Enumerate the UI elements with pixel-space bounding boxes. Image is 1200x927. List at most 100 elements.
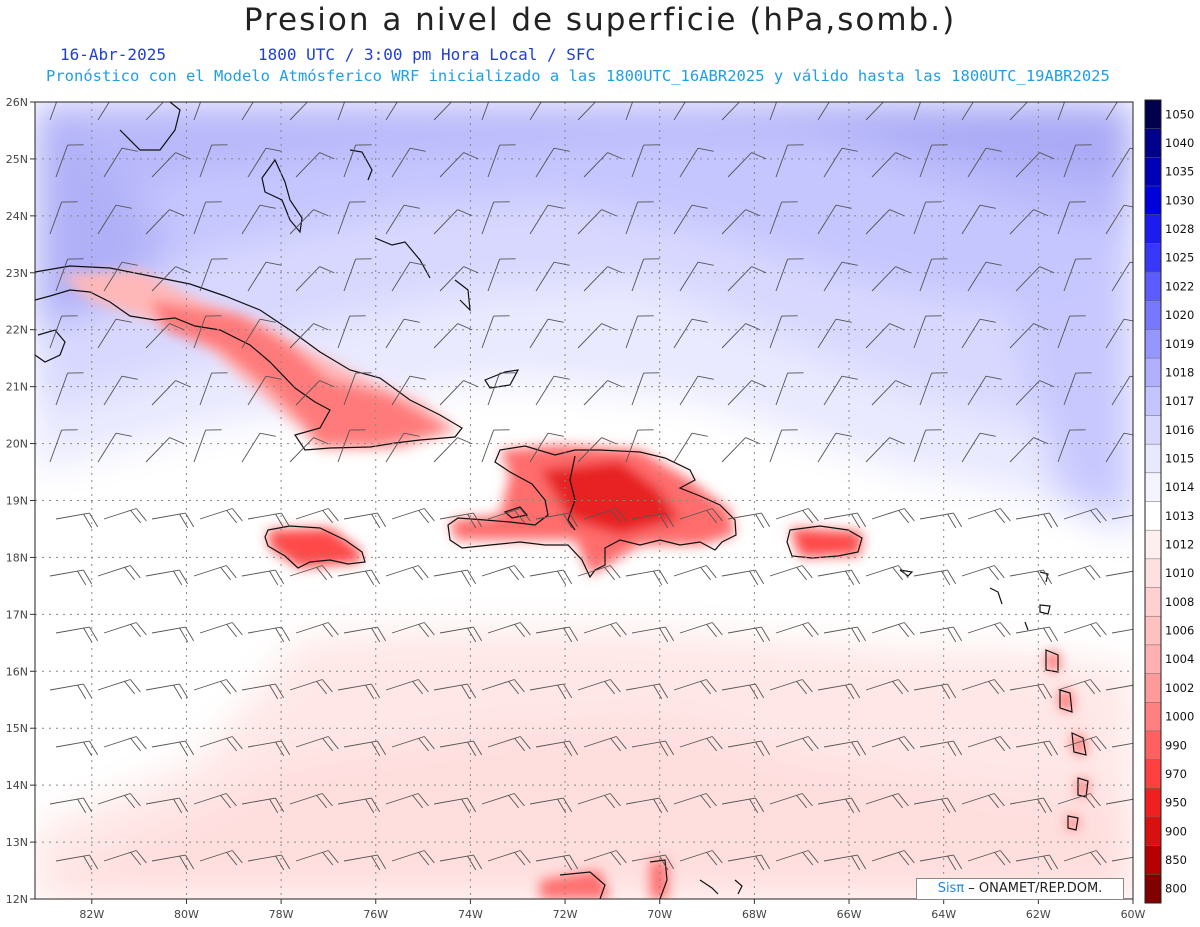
- wind-barb: [439, 740, 483, 757]
- wind-barb: [769, 793, 813, 809]
- colorbar-swatch: [1145, 300, 1161, 330]
- colorbar-swatch: [1145, 186, 1161, 216]
- wind-barb: [583, 850, 627, 866]
- wind-barb: [625, 797, 669, 814]
- lat-tick-label: 16N: [6, 665, 28, 678]
- wind-barb: [481, 565, 525, 581]
- wind-barb: [919, 144, 948, 178]
- wind-barb: [145, 569, 189, 586]
- wind-barb: [1105, 204, 1133, 235]
- colorbar-swatch: [1145, 358, 1161, 388]
- colorbar-swatch: [1145, 558, 1161, 589]
- longitude-axis: 82W 80W 78W 76W 74W 72W 70W 68W 66W 64W 62W 60W: [79, 899, 1146, 921]
- colorbar-swatch: [1145, 759, 1161, 789]
- wind-barb: [823, 261, 858, 292]
- wind-barb: [1009, 569, 1053, 586]
- wind-barb: [145, 683, 189, 700]
- wind-barb: [583, 380, 623, 406]
- colorbar-label: 1025: [1165, 251, 1194, 265]
- wind-barb: [775, 622, 819, 638]
- lat-tick-label: 25N: [6, 153, 28, 166]
- wind-barb: [1009, 323, 1049, 349]
- colorbar-label: 1016: [1165, 423, 1194, 437]
- wind-barb: [1105, 570, 1133, 577]
- wind-barb: [295, 380, 335, 406]
- lat-tick-label: 17N: [6, 608, 28, 621]
- colorbar-label: 1002: [1165, 681, 1194, 695]
- wind-barb: [577, 437, 617, 463]
- lat-tick-label: 19N: [6, 495, 28, 508]
- wind-barb: [727, 152, 767, 178]
- wind-barb: [871, 736, 915, 752]
- wind-barb: [769, 429, 798, 463]
- wind-barb: [865, 437, 905, 463]
- wind-barb: [385, 679, 429, 695]
- wind-barb: [625, 201, 654, 235]
- wind-barb: [343, 626, 387, 643]
- wind-barb: [487, 736, 531, 752]
- wind-barb: [151, 740, 195, 757]
- colorbar-swatch: [1145, 501, 1161, 531]
- wind-barb: [49, 683, 93, 700]
- wind-barb: [967, 375, 1002, 406]
- wind-barb: [775, 372, 804, 406]
- colorbar-swatch: [1145, 616, 1161, 646]
- wind-barb: [1015, 380, 1055, 406]
- wind-barb: [865, 209, 905, 235]
- wind-barb: [865, 102, 905, 121]
- wind-barb: [199, 736, 243, 752]
- wind-barb: [391, 375, 426, 406]
- lon-tick-label: 82W: [79, 908, 104, 921]
- wind-barb: [241, 204, 276, 235]
- wind-barb: [295, 266, 335, 292]
- wind-barb: [199, 508, 243, 524]
- wind-barb: [439, 380, 479, 406]
- wind-barb: [49, 102, 58, 121]
- wind-barb: [439, 266, 479, 292]
- wind-barb: [247, 512, 291, 529]
- colorbar-label: 1020: [1165, 308, 1194, 322]
- wind-barb: [673, 432, 708, 463]
- colorbar-label: 1019: [1165, 337, 1194, 351]
- wind-barb: [769, 679, 813, 695]
- colorbar-swatch: [1145, 272, 1161, 302]
- wind-barb: [247, 261, 282, 292]
- colorbar-swatch: [1145, 845, 1161, 875]
- wind-barb: [913, 315, 942, 349]
- lon-tick-label: 78W: [269, 908, 294, 921]
- colorbar-swatch: [1145, 530, 1161, 560]
- colorbar-swatch: [1145, 702, 1161, 732]
- colorbar-label: 1008: [1165, 595, 1194, 609]
- wind-barb: [1063, 258, 1092, 292]
- colorbar-label: 990: [1165, 738, 1187, 752]
- wind-barb: [343, 144, 372, 178]
- wind-barb: [487, 258, 516, 292]
- wind-barb: [151, 512, 195, 529]
- wind-barb: [967, 622, 1011, 638]
- wind-barb: [727, 626, 771, 643]
- latitude-axis: 26N 25N 24N 23N 22N 21N 20N 19N 18N 17N 16N 15N 14N 1…: [6, 96, 35, 906]
- wind-barb: [967, 736, 1011, 752]
- wind-barb: [1015, 152, 1055, 178]
- wind-barb: [49, 569, 93, 586]
- wind-barb: [55, 626, 99, 643]
- wind-barb: [913, 683, 957, 700]
- wind-barb: [97, 679, 141, 695]
- wind-barb: [721, 683, 765, 700]
- colorbar-swatch: [1145, 444, 1161, 474]
- lat-tick-label: 23N: [6, 267, 28, 280]
- colorbar-swatch: [1145, 472, 1161, 502]
- wind-barb: [391, 622, 435, 638]
- colorbar-swatch: [1145, 329, 1161, 359]
- wind-barb: [1111, 742, 1133, 748]
- wind-barb: [769, 102, 778, 121]
- chart-title: Presion a nivel de superficie (hPa,somb.…: [243, 2, 957, 38]
- wind-barb: [679, 508, 723, 524]
- wind-barb: [439, 512, 483, 529]
- wind-barb: [487, 508, 531, 524]
- wind-barb: [1015, 854, 1059, 871]
- lat-tick-label: 21N: [6, 381, 28, 394]
- wind-barb: [481, 793, 525, 809]
- wind-barb: [727, 740, 771, 757]
- wind-barb: [775, 850, 819, 866]
